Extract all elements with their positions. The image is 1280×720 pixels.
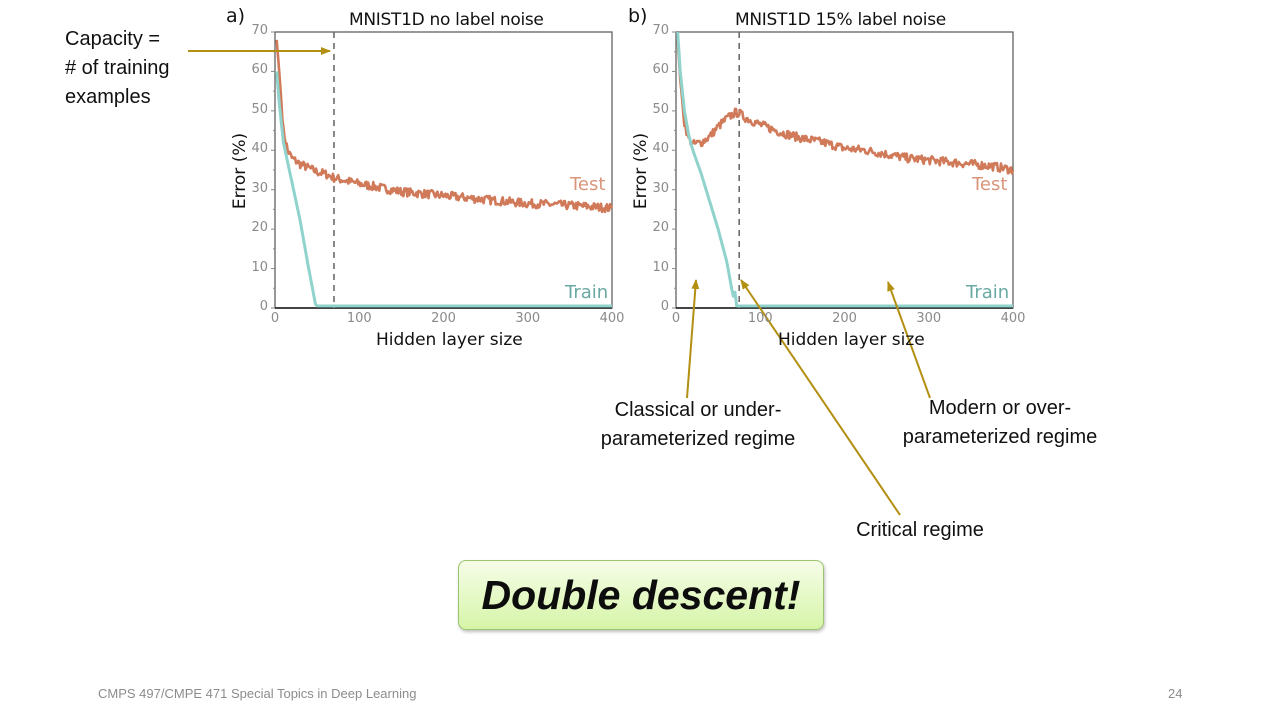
x-tick-label: 100 xyxy=(747,311,773,326)
x-tick-label: 100 xyxy=(346,311,372,326)
modern-regime-arrow xyxy=(887,281,931,399)
chart-a-train-label: Train xyxy=(565,282,609,303)
y-tick-label: 40 xyxy=(652,141,669,157)
train-error-line xyxy=(676,31,1014,308)
x-tick-label: 300 xyxy=(515,311,541,326)
y-tick-label: 20 xyxy=(251,220,268,236)
chart-b-train-label: Train xyxy=(966,282,1010,303)
annotation-line: Classical or under- xyxy=(614,399,782,421)
chart-a-xlabel: Hidden layer size xyxy=(376,330,523,350)
page-number: 24 xyxy=(1168,686,1183,701)
y-tick-label: 30 xyxy=(251,180,268,196)
x-tick-label: 400 xyxy=(599,311,625,326)
annotation-line: Modern or over- xyxy=(928,397,1072,419)
y-tick-label: 30 xyxy=(652,180,669,196)
capacity-note-line: Capacity = xyxy=(65,28,161,50)
chart-b xyxy=(672,31,1015,309)
double-descent-callout: Double descent! xyxy=(458,560,824,630)
x-tick-label: 0 xyxy=(270,311,280,326)
critical-regime-label: Critical regime xyxy=(856,519,984,541)
x-tick-label: 200 xyxy=(832,311,857,326)
panel-a-letter: a) xyxy=(226,5,246,27)
y-tick-label: 10 xyxy=(251,259,268,275)
x-tick-label: 200 xyxy=(431,311,456,326)
y-tick-label: 50 xyxy=(652,101,669,117)
capacity-note: Capacity = # of training examples xyxy=(65,25,170,112)
y-tick-label: 0 xyxy=(259,299,268,314)
y-tick-label: 60 xyxy=(652,62,669,78)
x-tick-label: 300 xyxy=(916,311,942,326)
capacity-note-line: examples xyxy=(65,86,151,108)
chart-a-title: MNIST1D no label noise xyxy=(349,10,544,30)
chart-b-title: MNIST1D 15% label noise xyxy=(735,10,946,30)
capacity-note-line: # of training xyxy=(65,57,170,79)
y-tick-label: 0 xyxy=(660,299,669,314)
y-tick-label: 60 xyxy=(251,62,268,78)
y-tick-label: 70 xyxy=(251,23,268,38)
y-tick-label: 40 xyxy=(251,141,268,157)
annotation-line: parameterized regime xyxy=(600,428,796,450)
chart-b-test-label: Test xyxy=(972,174,1008,195)
panel-b-letter: b) xyxy=(628,5,648,27)
modern-regime-label: Modern or over- parameterized regime xyxy=(890,394,1110,452)
y-tick-label: 10 xyxy=(652,259,669,275)
chart-b-xlabel: Hidden layer size xyxy=(778,330,925,350)
x-tick-label: 0 xyxy=(671,311,681,326)
critical-regime-arrow xyxy=(740,279,901,516)
y-tick-label: 70 xyxy=(652,23,669,38)
chart-a xyxy=(271,31,614,309)
classical-regime-arrow xyxy=(686,279,700,399)
y-tick-label: 20 xyxy=(652,220,669,236)
y-tick-label: 50 xyxy=(251,101,268,117)
classical-regime-label: Classical or under- parameterized regime xyxy=(588,396,808,454)
double-descent-text: Double descent! xyxy=(481,571,801,618)
train-error-line xyxy=(275,71,613,308)
footer-course: CMPS 497/CMPE 471 Special Topics in Deep… xyxy=(98,686,417,701)
annotation-line: parameterized regime xyxy=(902,426,1098,448)
test-error-line xyxy=(275,39,614,214)
x-tick-label: 400 xyxy=(1000,311,1026,326)
chart-a-test-label: Test xyxy=(570,174,606,195)
test-error-line xyxy=(676,39,1015,175)
